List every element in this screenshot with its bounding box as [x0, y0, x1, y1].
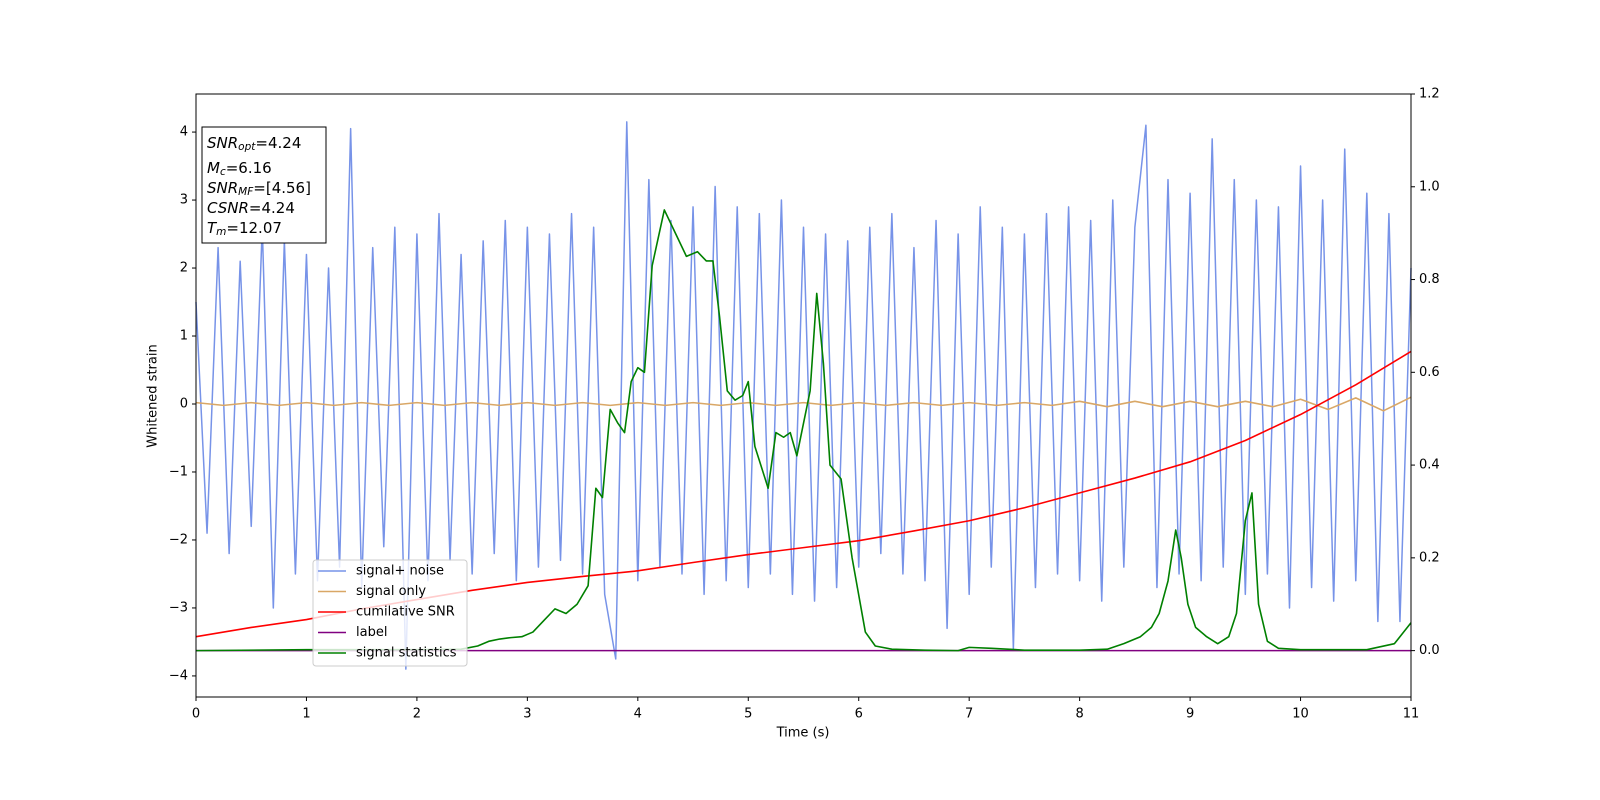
legend-label: signal statistics — [356, 646, 457, 661]
x-tick-label: 8 — [1075, 707, 1083, 722]
y-tick-label: 3 — [180, 193, 188, 208]
annotation-main: CSNR — [207, 199, 249, 217]
annotation-text: SNRMF=[4.56] — [207, 179, 311, 199]
annotation-rest: =4.24 — [255, 134, 301, 152]
x-axis-label: Time (s) — [776, 726, 830, 741]
y2-tick-label: 1.0 — [1419, 179, 1440, 194]
x-tick-label: 7 — [965, 707, 973, 722]
y-tick-label: −1 — [169, 464, 188, 479]
annotation-sub: c — [220, 166, 226, 178]
y2-tick-label: 0.4 — [1419, 458, 1440, 473]
legend-label: signal only — [356, 584, 426, 599]
legend: signal+ noise signal only cumilative SNR la… — [312, 559, 468, 667]
annotation-text: Mc=6.16 — [207, 159, 272, 179]
annotation-frame — [201, 126, 327, 244]
y2-tick-label: 0.2 — [1419, 550, 1440, 565]
y-axis-label: Whitened strain — [146, 344, 161, 447]
series-line — [195, 209, 1412, 652]
y-tick-label: 2 — [180, 261, 188, 276]
annotation-main: M — [207, 159, 220, 177]
annotation-sub: m — [216, 226, 226, 238]
x-tick-label: 1 — [302, 707, 310, 722]
legend-frame — [312, 559, 468, 667]
x-tick-label: 9 — [1186, 707, 1194, 722]
legend-label: signal+ noise — [356, 564, 444, 579]
annotation-sub: MF — [238, 186, 254, 198]
plot-frame — [195, 93, 1412, 698]
y2-tick-label: 0.0 — [1419, 643, 1440, 658]
annotation-main: SNR — [207, 179, 238, 197]
series-line — [195, 121, 1412, 670]
y-tick-label: 1 — [180, 329, 188, 344]
x-tick-label: 3 — [523, 707, 531, 722]
annotation-rest: =6.16 — [226, 159, 272, 177]
annotation-text: CSNR=4.24 — [207, 199, 295, 217]
annotation-main: SNR — [207, 134, 238, 152]
y2-tick-label: 0.6 — [1419, 365, 1440, 380]
x-tick-label: 5 — [744, 707, 752, 722]
y-tick-label: −4 — [169, 668, 188, 683]
x-tick-label: 2 — [413, 707, 421, 722]
x-tick-label: 6 — [855, 707, 863, 722]
legend-label: label — [356, 625, 387, 640]
y-tick-label: 0 — [180, 396, 188, 411]
annotation-text: SNRopt=4.24 — [207, 134, 301, 154]
annotation-text: Tm=12.07 — [207, 219, 282, 239]
y2-tick-label: 1.2 — [1419, 87, 1440, 102]
y-tick-label: −3 — [169, 600, 188, 615]
annotation-rest: =4.24 — [249, 199, 295, 217]
annotation-rest: =[4.56] — [253, 179, 311, 197]
y-tick-label: 4 — [180, 125, 188, 140]
y2-tick-label: 0.8 — [1419, 272, 1440, 287]
annotation-rest: =12.07 — [226, 219, 282, 237]
x-tick-label: 11 — [1403, 707, 1420, 722]
series-line — [195, 396, 1412, 412]
legend-label: cumilative SNR — [356, 605, 455, 620]
annotation-main: T — [207, 219, 218, 237]
x-tick-label: 0 — [192, 707, 200, 722]
x-tick-label: 4 — [634, 707, 642, 722]
annotation-box: SNRopt=4.24Mc=6.16SNRMF=[4.56]CSNR=4.24T… — [201, 126, 327, 244]
annotation-sub: opt — [238, 141, 256, 153]
x-tick-label: 10 — [1292, 707, 1309, 722]
y-tick-label: −2 — [169, 532, 188, 547]
